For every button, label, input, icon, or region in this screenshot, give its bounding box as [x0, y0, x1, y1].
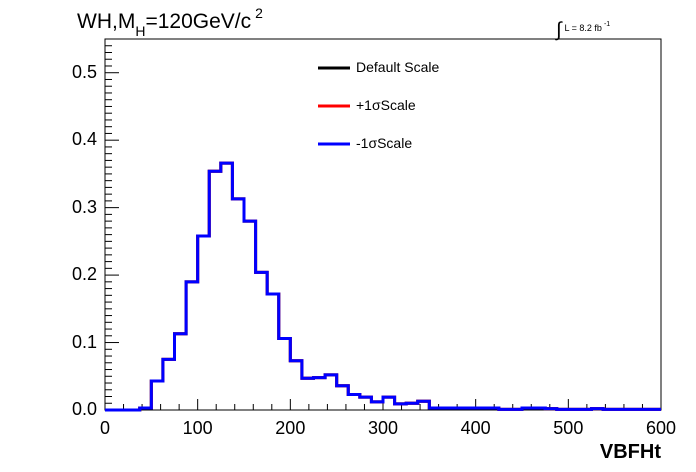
- x-tick-label: 500: [553, 418, 584, 438]
- plot-title: WH,MH=120GeV/c 2: [77, 5, 263, 39]
- y-tick-label: 0.5: [71, 61, 97, 82]
- x-tick-label: 0: [99, 418, 110, 438]
- title-superscript: 2: [255, 5, 263, 21]
- y-tick-label: 0.4: [71, 129, 97, 150]
- y-tick-label: 0.0: [71, 399, 97, 419]
- y-tick-label: 0.1: [71, 331, 97, 352]
- y-tick-label: 0.2: [71, 264, 97, 285]
- legend-lines: [318, 66, 350, 146]
- title-main: WH,M: [77, 10, 136, 33]
- legend-label-1: +1σScale: [356, 97, 416, 113]
- plot-frame: [104, 38, 662, 411]
- lumi-text: L = 8.2 fb: [564, 23, 602, 33]
- x-tick-label: 300: [367, 418, 399, 438]
- axis-ticks: [104, 38, 662, 411]
- luminosity-label: ∫ L = 8.2 fb -1: [556, 14, 611, 41]
- title-value: =120GeV/c: [145, 10, 252, 33]
- histogram-curves: [105, 161, 661, 412]
- x-tick-label: 600: [645, 418, 677, 438]
- legend-label-0: Default Scale: [356, 59, 440, 75]
- x-tick-label: 400: [460, 418, 491, 438]
- integral-icon: ∫: [556, 19, 562, 41]
- series-curve-1: [105, 161, 661, 412]
- x-tick-label: 100: [182, 418, 213, 438]
- y-tick-label: 0.3: [71, 196, 97, 217]
- series-curve-2: [105, 161, 661, 412]
- x-axis-title: VBFHt: [599, 441, 661, 463]
- title-subscript: H: [135, 23, 146, 39]
- legend-label-2: -1σScale: [356, 135, 413, 151]
- lumi-superscript: -1: [603, 21, 611, 28]
- series-curve-0: [105, 161, 661, 412]
- x-tick-label: 200: [275, 418, 306, 438]
